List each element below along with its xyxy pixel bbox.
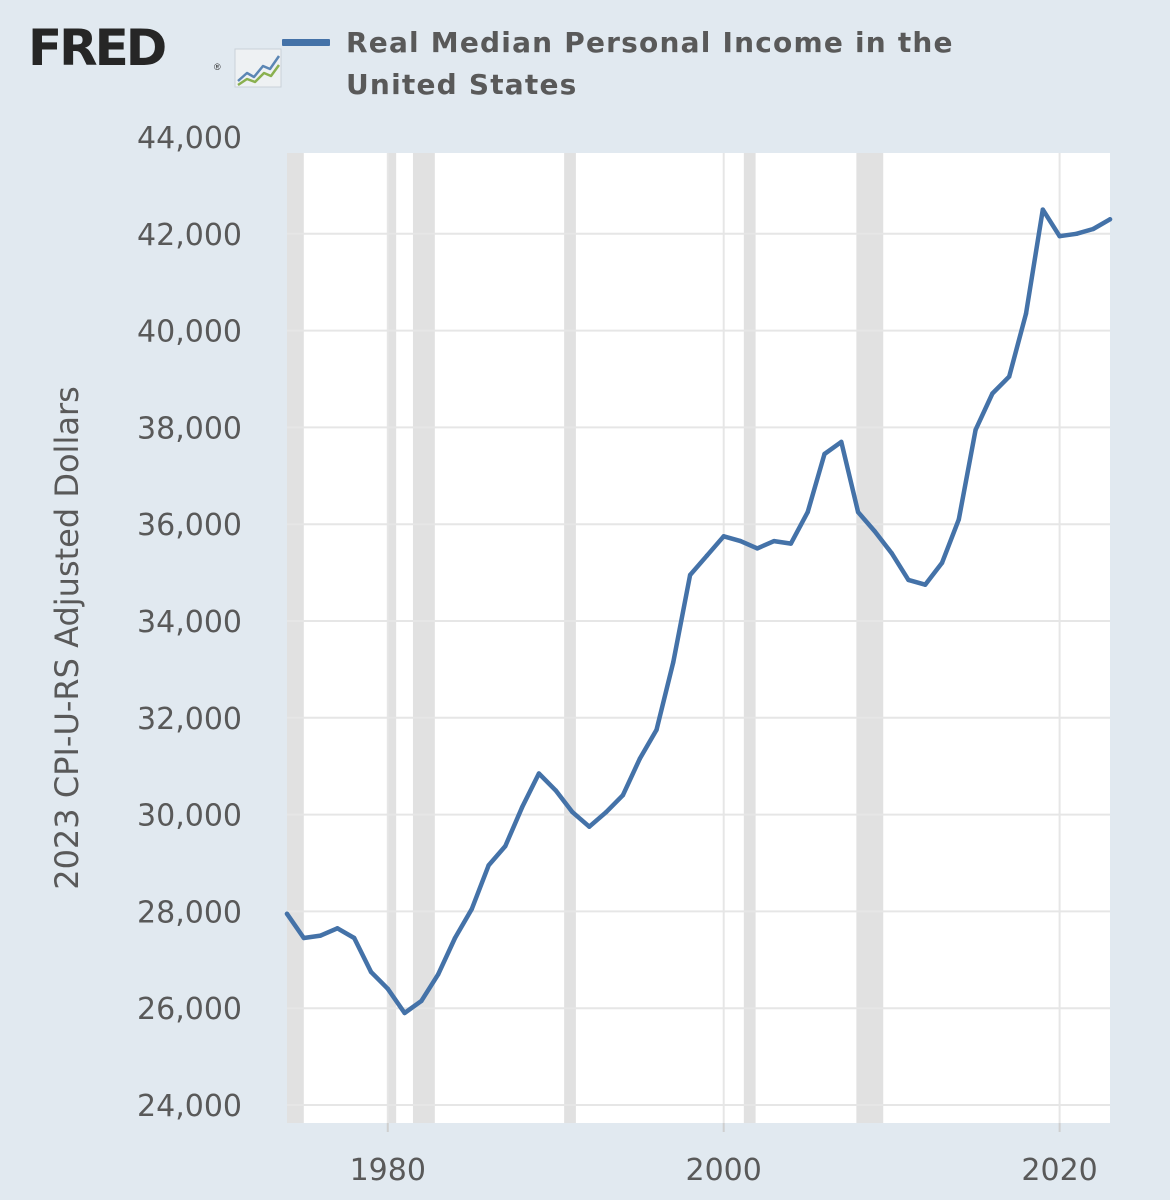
data-point [990,391,995,396]
logo-registered-mark: ® [214,62,221,72]
data-point [956,517,961,522]
data-point [805,509,810,515]
data-point [436,972,441,977]
y-tick-label: 24,000 [137,1089,242,1124]
data-point [1091,226,1096,232]
legend-swatch [282,39,330,46]
data-point [419,998,424,1004]
data-point [301,935,306,941]
data-point [1023,311,1029,316]
recession-band [856,153,884,1123]
fred-logo[interactable]: FRED ® [28,18,282,88]
data-point [906,577,911,583]
data-point [721,534,726,539]
y-tick-label: 42,000 [137,218,242,253]
series-lines [284,207,1113,1016]
y-tick-label: 30,000 [137,799,242,834]
y-tick-label: 26,000 [137,992,242,1027]
data-point [553,788,558,793]
data-point [1057,234,1062,239]
data-point [284,911,290,916]
gridlines [287,153,1110,1123]
data-point [704,553,710,558]
y-tick-label: 28,000 [137,895,242,930]
data-point [385,986,390,991]
data-point [368,969,374,975]
data-point [687,572,693,578]
y-tick-label: 40,000 [137,315,242,350]
data-point [855,509,861,515]
line-graph-icon [234,48,282,88]
data-point [452,935,458,941]
data-point [318,933,323,938]
data-point [788,541,794,546]
data-point [771,538,777,544]
y-tick-label: 36,000 [137,508,242,543]
data-point [1074,231,1079,236]
data-point [637,756,642,762]
data-point [536,771,542,776]
data-point [654,727,659,733]
series-line [284,207,1113,1016]
legend-label: Real Median Personal Income in the Unite… [346,26,954,101]
logo-text: FRED [28,19,167,77]
data-point [1107,217,1113,222]
data-point [923,582,928,587]
plot-area [287,153,1110,1123]
data-point [486,863,491,868]
x-tick-label: 2000 [686,1153,762,1188]
data-point [973,427,978,432]
recession-band [387,153,397,1123]
data-point [469,906,474,912]
data-point [889,551,894,556]
y-tick-label: 38,000 [137,411,242,446]
data-point [939,560,945,566]
x-tick-label: 2020 [1021,1153,1097,1188]
data-point [352,935,357,941]
recession-bands [287,153,884,1123]
data-point [839,439,844,445]
data-point [620,793,626,798]
data-point [503,843,508,849]
y-tick-label: 32,000 [137,702,242,737]
data-point [519,805,525,810]
data-point [1040,207,1046,212]
data-point [822,451,827,457]
data-point [738,538,743,544]
data-point [335,926,340,931]
y-tick-label: 44,000 [137,121,242,156]
data-point [872,529,878,534]
data-point [402,1010,407,1016]
x-axis-tick-labels: 1980 2000 2020 [350,1123,1098,1188]
data-point [587,824,592,829]
data-point [603,810,609,815]
chart-header: FRED ® Real Median Personal Income in th… [0,0,1170,110]
recession-band [743,153,756,1123]
x-tick-label: 1980 [350,1153,426,1188]
recession-band [564,153,576,1123]
data-point [671,659,676,665]
y-axis-label: 2023 CPI-U-RS Adjusted Dollars [48,386,86,890]
data-point [570,810,575,815]
recession-band [412,153,435,1123]
y-axis-tick-labels: 24,000 26,000 28,000 30,000 32,000 34,000 36,0… [137,121,242,1124]
y-tick-label: 34,000 [137,605,242,640]
data-point [1007,374,1012,379]
data-point [755,546,760,551]
recession-band [287,153,304,1123]
